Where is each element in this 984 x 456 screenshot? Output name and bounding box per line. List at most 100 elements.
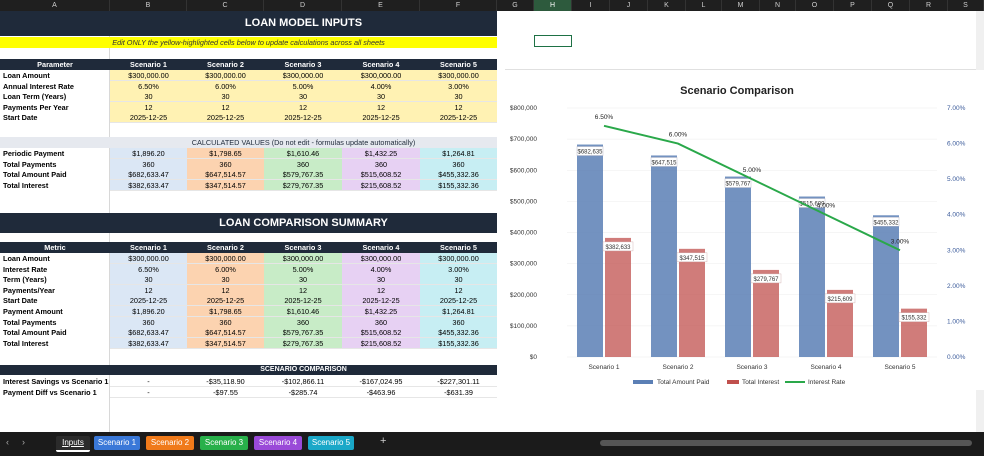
column-header-p[interactable]: P <box>834 0 872 11</box>
selected-cell[interactable] <box>534 35 572 47</box>
value-cell[interactable]: $1,896.20 <box>110 306 187 317</box>
value-cell[interactable]: 2025-12-25 <box>420 295 497 307</box>
value-cell[interactable]: $300,000.00 <box>187 70 264 81</box>
value-cell[interactable]: $515,608.52 <box>342 327 420 339</box>
value-cell[interactable]: 12 <box>187 284 264 296</box>
sheet-tab-scenario-1[interactable]: Scenario 1 <box>94 436 140 450</box>
value-cell[interactable]: $1,264.81 <box>420 148 497 159</box>
value-cell[interactable]: 5.00% <box>264 263 342 275</box>
value-cell[interactable]: $682,633.47 <box>110 169 187 181</box>
column-header-j[interactable]: J <box>610 0 648 11</box>
value-cell[interactable]: 6.50% <box>110 263 187 275</box>
value-cell[interactable]: $1,432.25 <box>342 148 420 159</box>
horizontal-scrollbar[interactable] <box>600 440 972 446</box>
value-cell[interactable]: $1,610.46 <box>264 306 342 317</box>
value-cell[interactable]: $300,000.00 <box>110 253 187 264</box>
value-cell[interactable]: 30 <box>187 91 264 103</box>
value-cell[interactable]: $300,000.00 <box>420 70 497 81</box>
value-cell[interactable]: 12 <box>342 284 420 296</box>
value-cell[interactable]: $1,264.81 <box>420 306 497 317</box>
value-cell[interactable]: 12 <box>110 284 187 296</box>
column-header-f[interactable]: F <box>420 0 497 11</box>
column-header-o[interactable]: O <box>796 0 834 11</box>
sheet-tab-inputs[interactable]: Inputs <box>56 436 90 452</box>
value-cell[interactable]: - <box>110 376 187 387</box>
value-cell[interactable]: 6.00% <box>187 80 264 92</box>
value-cell[interactable]: 2025-12-25 <box>187 295 264 307</box>
column-header-k[interactable]: K <box>648 0 686 11</box>
value-cell[interactable]: - <box>110 387 187 398</box>
value-cell[interactable]: $455,332.36 <box>420 169 497 181</box>
column-header-c[interactable]: C <box>187 0 264 11</box>
value-cell[interactable]: 360 <box>420 158 497 170</box>
value-cell[interactable]: 12 <box>264 101 342 113</box>
value-cell[interactable]: 30 <box>264 274 342 286</box>
value-cell[interactable]: 360 <box>264 158 342 170</box>
value-cell[interactable]: -$102,866.11 <box>264 376 342 387</box>
value-cell[interactable]: $279,767.35 <box>264 337 342 349</box>
column-header-i[interactable]: I <box>572 0 610 11</box>
value-cell[interactable]: 3.00% <box>420 80 497 92</box>
value-cell[interactable]: 360 <box>110 158 187 170</box>
value-cell[interactable]: $515,608.52 <box>342 169 420 181</box>
value-cell[interactable]: 360 <box>420 316 497 328</box>
tab-scroll-left-icon[interactable]: ‹ <box>6 437 9 447</box>
sheet-tab-scenario-3[interactable]: Scenario 3 <box>200 436 248 450</box>
value-cell[interactable]: -$285.74 <box>264 387 342 398</box>
value-cell[interactable]: 30 <box>110 274 187 286</box>
value-cell[interactable]: $455,332.36 <box>420 327 497 339</box>
column-header-l[interactable]: L <box>686 0 722 11</box>
value-cell[interactable]: $300,000.00 <box>342 253 420 264</box>
value-cell[interactable]: 4.00% <box>342 263 420 275</box>
value-cell[interactable]: 4.00% <box>342 80 420 92</box>
value-cell[interactable]: 12 <box>420 101 497 113</box>
value-cell[interactable]: 2025-12-25 <box>110 295 187 307</box>
value-cell[interactable]: 2025-12-25 <box>342 112 420 124</box>
column-header-h[interactable]: H <box>534 0 572 11</box>
value-cell[interactable]: $300,000.00 <box>187 253 264 264</box>
value-cell[interactable]: $300,000.00 <box>342 70 420 81</box>
value-cell[interactable]: $1,798.65 <box>187 148 264 159</box>
value-cell[interactable]: 2025-12-25 <box>187 112 264 124</box>
tab-scroll-right-icon[interactable]: › <box>22 437 25 447</box>
value-cell[interactable]: 6.50% <box>110 80 187 92</box>
sheet-tab-scenario-5[interactable]: Scenario 5 <box>308 436 354 450</box>
value-cell[interactable]: $155,332.36 <box>420 179 497 191</box>
column-header-r[interactable]: R <box>910 0 948 11</box>
value-cell[interactable]: 12 <box>110 101 187 113</box>
column-header-q[interactable]: Q <box>872 0 910 11</box>
value-cell[interactable]: 12 <box>342 101 420 113</box>
value-cell[interactable]: 30 <box>342 91 420 103</box>
column-header-a[interactable]: A <box>0 0 110 11</box>
value-cell[interactable]: $300,000.00 <box>264 70 342 81</box>
value-cell[interactable]: $279,767.35 <box>264 179 342 191</box>
value-cell[interactable]: 30 <box>110 91 187 103</box>
value-cell[interactable]: $1,798.65 <box>187 306 264 317</box>
value-cell[interactable]: -$463.96 <box>342 387 420 398</box>
value-cell[interactable]: 30 <box>187 274 264 286</box>
value-cell[interactable]: 360 <box>187 316 264 328</box>
value-cell[interactable]: $382,633.47 <box>110 179 187 191</box>
scenario-chart[interactable]: Scenario Comparison $0 $100,000 $200,000 $30… <box>505 70 984 390</box>
column-header-s[interactable]: S <box>948 0 984 11</box>
value-cell[interactable]: $300,000.00 <box>420 253 497 264</box>
value-cell[interactable]: $382,633.47 <box>110 337 187 349</box>
value-cell[interactable]: 360 <box>187 158 264 170</box>
value-cell[interactable]: $647,514.57 <box>187 327 264 339</box>
value-cell[interactable]: 360 <box>110 316 187 328</box>
value-cell[interactable]: -$97.55 <box>187 387 264 398</box>
value-cell[interactable]: 360 <box>264 316 342 328</box>
value-cell[interactable]: $647,514.57 <box>187 169 264 181</box>
value-cell[interactable]: -$631.39 <box>420 387 497 398</box>
value-cell[interactable]: 360 <box>342 158 420 170</box>
value-cell[interactable]: 2025-12-25 <box>420 112 497 124</box>
column-header-d[interactable]: D <box>264 0 342 11</box>
column-header-g[interactable]: G <box>497 0 534 11</box>
value-cell[interactable]: 30 <box>420 91 497 103</box>
value-cell[interactable]: $347,514.57 <box>187 337 264 349</box>
value-cell[interactable]: -$167,024.95 <box>342 376 420 387</box>
add-sheet-button[interactable]: + <box>380 435 387 447</box>
value-cell[interactable]: -$227,301.11 <box>420 376 497 387</box>
value-cell[interactable]: 30 <box>264 91 342 103</box>
value-cell[interactable]: $579,767.35 <box>264 327 342 339</box>
